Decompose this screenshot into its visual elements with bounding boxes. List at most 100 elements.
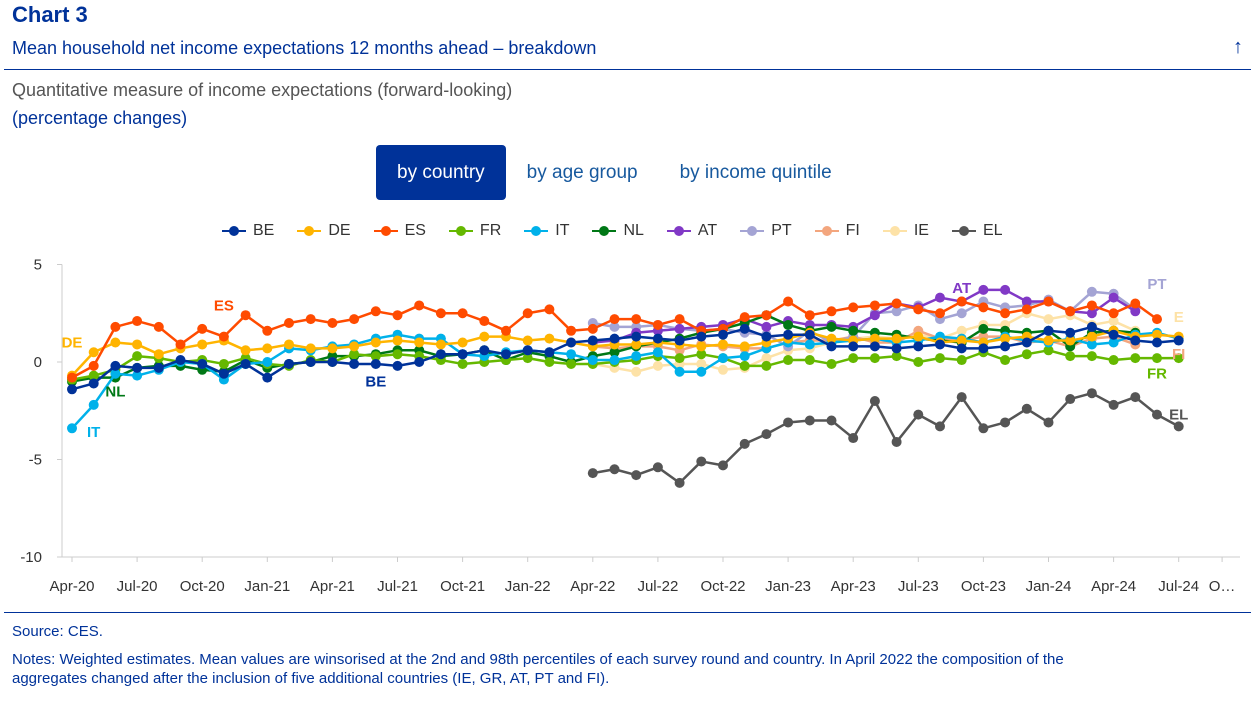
data-point: [848, 341, 859, 352]
data-point: [869, 341, 880, 352]
series-annotation-fr: FR: [1147, 366, 1167, 383]
line-chart: -10 -5 0 5 Apr-20 Jul-20 Oct-20 Jan-21 Apr-21 Jul…: [20, 257, 1240, 595]
legend-item-es[interactable]: ES: [373, 222, 426, 240]
data-point: [370, 337, 381, 348]
data-point: [978, 423, 989, 434]
legend-label: NL: [623, 222, 644, 239]
data-point: [153, 321, 164, 332]
legend-item-at[interactable]: AT: [666, 222, 717, 240]
data-point: [1108, 292, 1119, 303]
data-point: [761, 321, 772, 332]
data-point: [891, 298, 902, 309]
data-point: [88, 370, 99, 381]
data-point: [869, 310, 880, 321]
x-tick-label: Jul-20: [117, 578, 158, 595]
legend-label: BE: [253, 222, 275, 239]
legend-item-fr[interactable]: FR: [448, 222, 501, 240]
tab-by-country[interactable]: by country: [376, 145, 506, 200]
data-point: [891, 306, 902, 317]
x-tick-label: Jul-21: [377, 578, 418, 595]
data-point: [218, 358, 229, 369]
data-point: [783, 417, 794, 428]
tab-by-income-quintile[interactable]: by income quintile: [679, 162, 832, 183]
data-point: [1130, 306, 1141, 317]
data-point: [891, 343, 902, 354]
data-point: [88, 399, 99, 410]
data-point: [67, 423, 77, 434]
series-line-el: [592, 391, 1180, 485]
data-point: [674, 353, 685, 364]
data-point: [349, 341, 360, 352]
data-point: [652, 360, 663, 371]
legend-item-ie[interactable]: IE: [882, 222, 929, 240]
series-annotation-ie: E: [1174, 309, 1184, 326]
legend-label: PT: [771, 222, 792, 239]
x-tick-label: Apr-23: [831, 578, 876, 595]
data-point: [913, 357, 924, 367]
series-be: [67, 321, 1184, 395]
x-tick-label: Jul-23: [898, 578, 939, 595]
data-point: [392, 310, 403, 321]
data-point: [566, 358, 577, 369]
legend-item-pt[interactable]: PT: [740, 222, 792, 240]
tab-by-age-group[interactable]: by age group: [526, 162, 638, 183]
data-point: [1065, 351, 1076, 362]
data-point: [696, 341, 707, 352]
data-point: [761, 429, 772, 440]
data-point: [891, 436, 902, 447]
header-divider: [4, 69, 1251, 70]
data-point: [674, 323, 685, 334]
data-point: [674, 477, 685, 488]
data-point: [631, 351, 642, 362]
data-point: [544, 333, 555, 344]
data-point: [1108, 337, 1119, 348]
data-point: [1130, 335, 1141, 346]
data-point: [1043, 325, 1054, 336]
legend-marker-icon: [814, 225, 839, 237]
legend-label: IT: [555, 222, 570, 239]
data-point: [262, 343, 273, 354]
data-point: [1086, 300, 1097, 311]
data-point: [956, 355, 967, 366]
data-point: [761, 353, 772, 364]
data-point: [240, 345, 251, 356]
data-point: [869, 396, 880, 406]
data-point: [370, 358, 381, 369]
data-point: [804, 415, 815, 426]
data-point: [175, 355, 186, 366]
chart-notes-line-2: aggregates changed after the inclusion o…: [12, 670, 610, 687]
arrow-up-icon[interactable]: ↑: [1233, 36, 1243, 58]
data-point: [1086, 388, 1097, 399]
legend-item-nl[interactable]: NL: [592, 222, 644, 240]
data-point: [848, 433, 859, 444]
legend-item-fi[interactable]: FI: [814, 222, 860, 240]
data-point: [1000, 308, 1011, 319]
data-point: [1108, 308, 1119, 319]
legend-item-de[interactable]: DE: [297, 222, 351, 240]
data-point: [88, 360, 99, 371]
data-point: [804, 329, 815, 340]
data-point: [1000, 417, 1011, 428]
legend-item-it[interactable]: IT: [524, 222, 569, 240]
data-point: [674, 314, 685, 325]
data-point: [414, 337, 425, 348]
data-point: [1043, 335, 1054, 346]
data-point: [132, 339, 143, 350]
data-point: [1130, 392, 1141, 403]
data-point: [674, 366, 685, 377]
legend-item-be[interactable]: BE: [222, 222, 274, 240]
data-point: [1043, 345, 1054, 356]
data-point: [631, 331, 642, 342]
data-point: [305, 314, 316, 325]
data-point: [718, 460, 728, 471]
data-point: [718, 329, 728, 340]
data-point: [110, 321, 121, 332]
data-point: [935, 353, 945, 364]
x-tick-label: O…: [1209, 578, 1236, 595]
data-point: [392, 360, 403, 371]
data-point: [218, 331, 229, 342]
legend-item-el[interactable]: EL: [951, 222, 1003, 240]
data-point: [696, 358, 707, 369]
series-es: [67, 296, 1162, 383]
legend-label: FI: [845, 222, 860, 239]
